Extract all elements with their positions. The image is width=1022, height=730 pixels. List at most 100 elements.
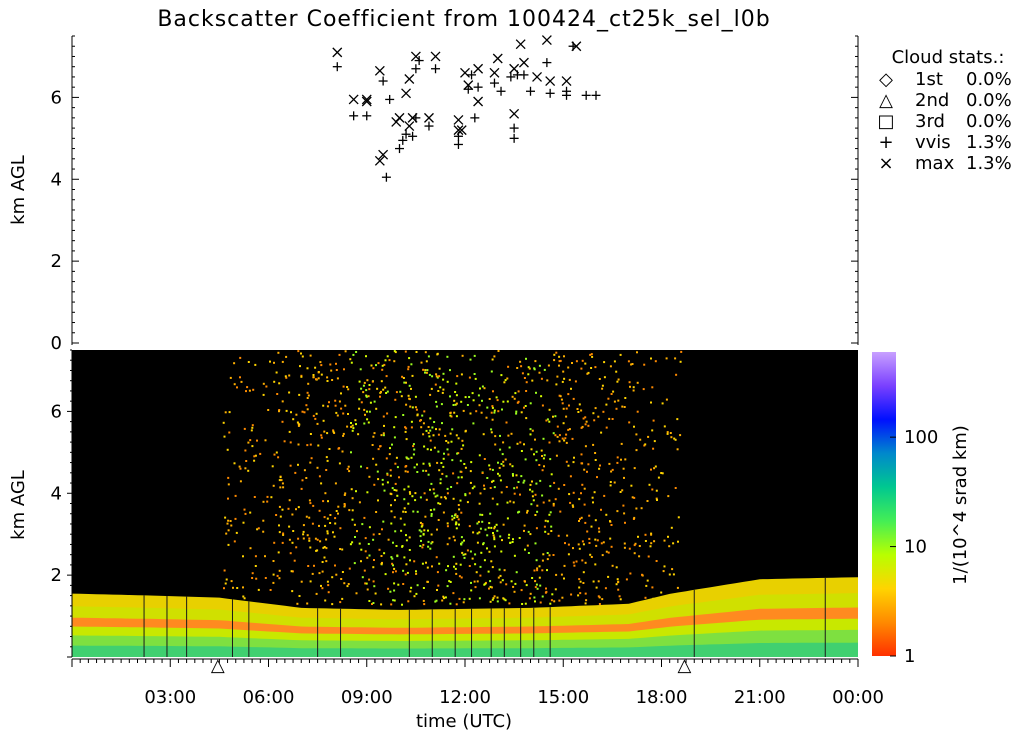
backscatter-noise-pixel bbox=[382, 415, 385, 418]
backscatter-noise-pixel bbox=[556, 375, 559, 378]
backscatter-noise-pixel bbox=[559, 510, 562, 513]
backscatter-noise-pixel bbox=[650, 533, 653, 536]
max-cloud-point bbox=[332, 47, 343, 58]
backscatter-noise-pixel bbox=[603, 361, 606, 364]
backscatter-noise-pixel bbox=[428, 462, 431, 465]
backscatter-noise-pixel bbox=[558, 364, 560, 367]
backscatter-noise-pixel bbox=[671, 568, 674, 571]
backscatter-noise-pixel bbox=[553, 600, 556, 603]
backscatter-noise-pixel bbox=[310, 457, 313, 460]
backscatter-noise-pixel bbox=[360, 560, 362, 563]
x-tick-label: 18:00 bbox=[636, 687, 688, 708]
colorbar-tick-label: 100 bbox=[904, 427, 938, 448]
backscatter-noise-pixel bbox=[374, 592, 377, 595]
backscatter-noise-pixel bbox=[389, 447, 391, 450]
max-cloud-point bbox=[489, 67, 500, 78]
backscatter-noise-pixel bbox=[603, 376, 606, 379]
backscatter-noise-pixel bbox=[430, 448, 432, 451]
max-cloud-point bbox=[453, 125, 464, 136]
backscatter-noise-pixel bbox=[306, 391, 309, 394]
vvis-cloud-point bbox=[562, 86, 572, 96]
backscatter-noise-pixel bbox=[225, 578, 228, 581]
backscatter-noise-pixel bbox=[444, 434, 447, 437]
backscatter-noise-pixel bbox=[233, 383, 236, 386]
backscatter-noise-pixel bbox=[315, 412, 318, 415]
backscatter-noise-pixel bbox=[396, 494, 399, 497]
backscatter-noise-pixel bbox=[227, 476, 230, 479]
backscatter-noise-pixel bbox=[483, 487, 486, 490]
backscatter-noise-pixel bbox=[592, 443, 595, 446]
backscatter-noise-pixel bbox=[460, 476, 463, 479]
backscatter-noise-pixel bbox=[481, 513, 484, 516]
backscatter-noise-pixel bbox=[441, 422, 443, 425]
backscatter-noise-pixel bbox=[366, 379, 369, 382]
backscatter-noise-pixel bbox=[500, 550, 503, 553]
backscatter-noise-pixel bbox=[531, 379, 534, 382]
backscatter-noise-pixel bbox=[334, 522, 337, 525]
backscatter-noise-pixel bbox=[572, 505, 575, 508]
backscatter-noise-pixel bbox=[298, 423, 301, 426]
backscatter-noise-pixel bbox=[343, 505, 346, 508]
backscatter-noise-pixel bbox=[516, 367, 519, 369]
backscatter-noise-pixel bbox=[568, 404, 570, 407]
max-cloud-point bbox=[473, 96, 484, 107]
backscatter-noise-pixel bbox=[457, 437, 460, 440]
backscatter-noise-pixel bbox=[432, 434, 435, 437]
backscatter-noise-pixel bbox=[435, 405, 438, 408]
backscatter-noise-pixel bbox=[368, 475, 371, 478]
backscatter-noise-pixel bbox=[591, 355, 594, 358]
backscatter-noise-pixel bbox=[396, 466, 399, 469]
backscatter-noise-pixel bbox=[435, 373, 438, 376]
backscatter-noise-pixel bbox=[502, 597, 505, 600]
backscatter-noise-pixel bbox=[586, 372, 589, 375]
backscatter-noise-pixel bbox=[512, 585, 515, 588]
backscatter-noise-pixel bbox=[449, 412, 452, 414]
backscatter-noise-pixel bbox=[423, 603, 426, 606]
backscatter-noise-pixel bbox=[372, 580, 375, 583]
backscatter-noise-pixel bbox=[584, 561, 587, 564]
backscatter-noise-pixel bbox=[408, 549, 411, 551]
backscatter-noise-pixel bbox=[347, 583, 350, 585]
backscatter-noise-pixel bbox=[657, 476, 660, 479]
max-cloud-point bbox=[460, 67, 470, 78]
backscatter-noise-pixel bbox=[536, 504, 539, 507]
backscatter-noise-pixel bbox=[327, 584, 330, 587]
max-cloud-point bbox=[361, 94, 372, 105]
backscatter-noise-pixel bbox=[392, 541, 394, 544]
backscatter-noise-pixel bbox=[536, 587, 539, 590]
backscatter-noise-pixel bbox=[481, 520, 484, 523]
backscatter-noise-pixel bbox=[318, 509, 321, 512]
backscatter-noise-pixel bbox=[519, 360, 522, 363]
backscatter-noise-pixel bbox=[340, 407, 343, 410]
backscatter-noise-pixel bbox=[388, 453, 391, 456]
backscatter-noise-pixel bbox=[297, 537, 300, 540]
backscatter-noise-pixel bbox=[577, 543, 580, 546]
backscatter-noise-pixel bbox=[435, 375, 438, 378]
backscatter-noise-pixel bbox=[422, 422, 425, 425]
backscatter-noise-pixel bbox=[650, 542, 653, 545]
backscatter-noise-pixel bbox=[341, 548, 344, 551]
backscatter-noise-pixel bbox=[559, 395, 562, 398]
backscatter-noise-pixel bbox=[620, 442, 623, 445]
backscatter-noise-pixel bbox=[366, 491, 369, 494]
backscatter-noise-pixel bbox=[423, 492, 426, 495]
backscatter-noise-pixel bbox=[447, 565, 449, 568]
backscatter-noise-pixel bbox=[551, 593, 554, 596]
backscatter-noise-pixel bbox=[355, 490, 357, 493]
backscatter-noise-pixel bbox=[422, 469, 425, 472]
backscatter-noise-pixel bbox=[496, 503, 499, 506]
backscatter-noise-pixel bbox=[531, 480, 533, 483]
backscatter-noise-pixel bbox=[644, 443, 647, 446]
backscatter-noise-pixel bbox=[580, 409, 583, 412]
backscatter-noise-pixel bbox=[512, 474, 514, 477]
backscatter-noise-pixel bbox=[558, 360, 561, 363]
backscatter-noise-pixel bbox=[490, 428, 493, 431]
backscatter-noise-pixel bbox=[386, 472, 389, 475]
backscatter-noise-pixel bbox=[270, 496, 273, 499]
backscatter-noise-pixel bbox=[464, 493, 467, 496]
backscatter-noise-pixel bbox=[351, 518, 354, 521]
backscatter-noise-pixel bbox=[479, 513, 482, 516]
backscatter-noise-pixel bbox=[344, 404, 347, 407]
backscatter-noise-pixel bbox=[474, 586, 477, 589]
backscatter-noise-pixel bbox=[413, 560, 416, 563]
